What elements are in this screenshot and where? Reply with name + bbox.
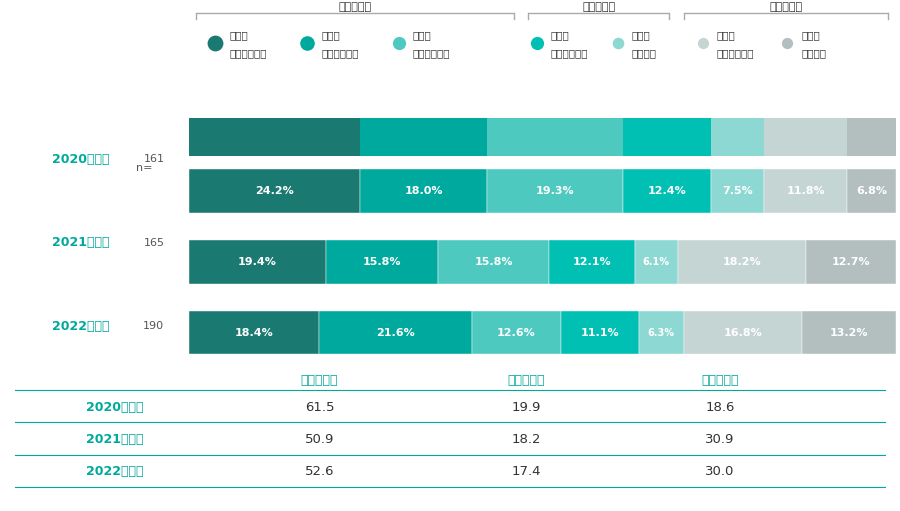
Text: （１－２年）: （１－２年）: [716, 48, 754, 58]
Text: 24.2%: 24.2%: [255, 186, 294, 196]
Text: 50.9: 50.9: [305, 433, 334, 446]
Text: 21.6%: 21.6%: [376, 328, 415, 338]
Text: 165: 165: [143, 238, 165, 248]
Text: 中学生: 中学生: [551, 30, 570, 40]
Bar: [711, 118, 764, 156]
Text: 2020年全体: 2020年全体: [86, 401, 144, 413]
Bar: [806, 240, 896, 284]
Text: 18.2: 18.2: [512, 433, 541, 446]
Text: 16.8%: 16.8%: [724, 328, 762, 338]
Text: 12.6%: 12.6%: [497, 328, 536, 338]
Point: [529, 39, 544, 47]
Point: [208, 39, 222, 47]
Bar: [561, 311, 639, 355]
Bar: [764, 169, 848, 213]
Text: （３－４年）: （３－４年）: [321, 48, 358, 58]
Bar: [848, 169, 896, 213]
Text: 18.2%: 18.2%: [723, 257, 761, 267]
Text: 17.4: 17.4: [512, 465, 541, 478]
Bar: [802, 311, 896, 355]
Bar: [639, 311, 684, 355]
Bar: [437, 240, 549, 284]
Text: 2020年全体: 2020年全体: [52, 153, 110, 166]
Text: 6.3%: 6.3%: [648, 328, 675, 338]
Text: 161: 161: [143, 154, 165, 164]
Bar: [319, 311, 472, 355]
Bar: [189, 240, 326, 284]
Text: 30.9: 30.9: [706, 433, 734, 446]
Text: 12.1%: 12.1%: [572, 257, 611, 267]
Text: 2021年全体: 2021年全体: [86, 433, 144, 446]
Text: 小学生・計: 小学生・計: [301, 374, 338, 387]
Text: 小学生: 小学生: [413, 30, 432, 40]
Bar: [189, 118, 360, 156]
Bar: [189, 169, 360, 213]
Point: [696, 39, 710, 47]
Text: 18.0%: 18.0%: [404, 186, 443, 196]
Bar: [472, 311, 561, 355]
Text: 61.5: 61.5: [305, 401, 334, 413]
Text: 小学生・計: 小学生・計: [338, 2, 372, 12]
Text: 高校生・計: 高校生・計: [770, 2, 803, 12]
Bar: [189, 311, 319, 355]
Bar: [634, 240, 678, 284]
Text: 中学生: 中学生: [632, 30, 651, 40]
Bar: [764, 118, 848, 156]
Text: 52.6: 52.6: [305, 465, 334, 478]
Bar: [326, 240, 437, 284]
Text: 中学生・計: 中学生・計: [508, 374, 545, 387]
Text: 12.4%: 12.4%: [648, 186, 687, 196]
Bar: [624, 118, 711, 156]
Text: 18.4%: 18.4%: [235, 328, 274, 338]
Point: [780, 39, 795, 47]
Bar: [549, 240, 634, 284]
Text: 7.5%: 7.5%: [722, 186, 753, 196]
Text: 18.6: 18.6: [706, 401, 734, 413]
Text: 19.9: 19.9: [512, 401, 541, 413]
Text: 高校生・計: 高校生・計: [701, 374, 739, 387]
Text: （３年）: （３年）: [802, 48, 826, 58]
Text: 19.3%: 19.3%: [536, 186, 574, 196]
Text: 30.0: 30.0: [706, 465, 734, 478]
Bar: [487, 169, 624, 213]
Text: 11.8%: 11.8%: [787, 186, 825, 196]
Bar: [711, 169, 764, 213]
Bar: [684, 311, 802, 355]
Text: （３年）: （３年）: [632, 48, 657, 58]
Text: 15.8%: 15.8%: [474, 257, 513, 267]
Text: 6.1%: 6.1%: [643, 257, 670, 267]
Text: n=: n=: [136, 164, 153, 173]
Text: 15.8%: 15.8%: [363, 257, 401, 267]
Bar: [678, 240, 806, 284]
Point: [300, 39, 314, 47]
Text: 190: 190: [143, 321, 165, 331]
Text: 2022年全体: 2022年全体: [86, 465, 144, 478]
Text: 2022年全体: 2022年全体: [52, 320, 110, 333]
Bar: [848, 118, 896, 156]
Bar: [487, 118, 624, 156]
Text: （１－２年）: （１－２年）: [551, 48, 589, 58]
Bar: [624, 169, 711, 213]
Text: 13.2%: 13.2%: [830, 328, 868, 338]
Text: 小学生: 小学生: [230, 30, 248, 40]
Text: 12.7%: 12.7%: [832, 257, 870, 267]
Text: 19.4%: 19.4%: [238, 257, 277, 267]
Text: 2021年全体: 2021年全体: [52, 236, 110, 249]
Text: （５－６年）: （５－６年）: [413, 48, 451, 58]
Text: 中学生・計: 中学生・計: [582, 2, 616, 12]
Text: 高校生: 高校生: [802, 30, 820, 40]
Text: 高校生: 高校生: [716, 30, 735, 40]
Text: （１－２年）: （１－２年）: [230, 48, 266, 58]
Point: [392, 39, 406, 47]
Text: 6.8%: 6.8%: [856, 186, 887, 196]
Text: 11.1%: 11.1%: [580, 328, 619, 338]
Text: 小学生: 小学生: [321, 30, 340, 40]
Bar: [360, 118, 487, 156]
Bar: [360, 169, 487, 213]
Point: [610, 39, 625, 47]
